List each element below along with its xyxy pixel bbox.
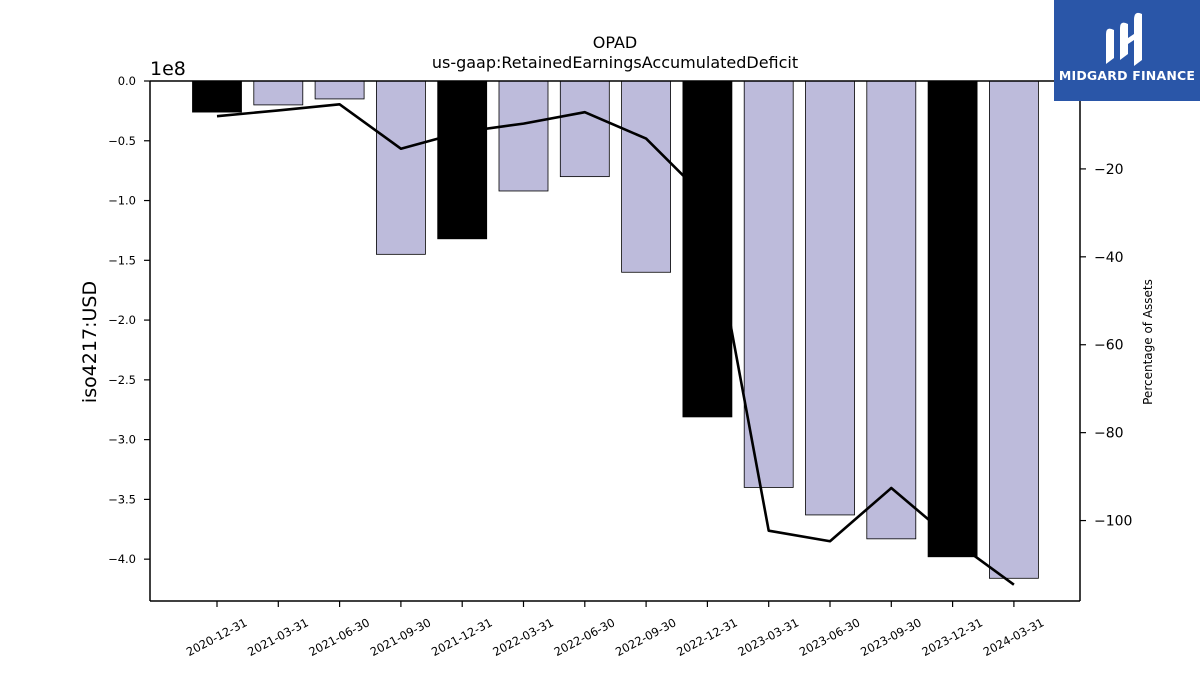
x-tick-label: 2023-03-31 <box>736 615 802 659</box>
y2-tick-label: −40 <box>1094 250 1124 266</box>
bar-2022-12-31 <box>682 80 733 418</box>
bar-2023-06-30 <box>805 80 855 516</box>
bar-2021-09-30 <box>375 80 426 255</box>
x-tick-label: 2022-03-31 <box>490 615 556 659</box>
y-tick-label: −2.5 <box>108 373 136 387</box>
chart-subtitle: us-gaap:RetainedEarningsAccumulatedDefic… <box>432 53 798 72</box>
x-tick-label: 2021-03-31 <box>245 615 311 659</box>
x-tick-label: 2022-06-30 <box>552 615 618 659</box>
y-tick-label: −1.0 <box>108 194 136 208</box>
line-series <box>216 102 1015 586</box>
x-tick-label: 2022-12-31 <box>674 615 740 659</box>
y-offset-label: 1e8 <box>150 58 186 80</box>
x-tick-label: 2024-03-31 <box>981 615 1047 659</box>
y2-tick-label: −100 <box>1094 514 1132 530</box>
y-tick-label: −3.5 <box>108 492 136 506</box>
x-tick-label: 2023-06-30 <box>797 615 863 659</box>
x-tick-label: 2023-12-31 <box>919 615 985 659</box>
chart-title: OPAD <box>593 33 637 52</box>
y-tick-label: −4.0 <box>108 552 136 566</box>
bar-2023-12-31 <box>927 80 978 558</box>
bar-2021-06-30 <box>314 80 365 100</box>
y2-axis-label: Percentage of Assets <box>1141 279 1155 405</box>
x-tick-label: 2021-09-30 <box>368 615 434 659</box>
bar-2022-03-31 <box>498 80 549 192</box>
chart-title-group: OPAD us-gaap:RetainedEarningsAccumulated… <box>432 33 798 72</box>
x-tick-label: 2021-12-31 <box>429 615 495 659</box>
y2-tick-label: −60 <box>1094 338 1124 354</box>
x-tick-label: 2020-12-31 <box>184 615 250 659</box>
percentage-line <box>216 102 1015 586</box>
y-tick-label: −3.0 <box>108 433 136 447</box>
bar-2020-12-31 <box>192 80 242 113</box>
bar-2023-09-30 <box>866 80 917 540</box>
bar-2022-09-30 <box>621 80 671 273</box>
y-tick-label: −0.5 <box>108 134 136 148</box>
y-tick-label: 0.0 <box>118 74 136 88</box>
y2-tick-label: −20 <box>1094 162 1124 178</box>
bar-2021-12-31 <box>437 80 488 240</box>
bar-series <box>192 80 1039 579</box>
x-tick-label: 2022-09-30 <box>613 615 679 659</box>
y-axis-label: iso4217:USD <box>79 281 101 403</box>
y-tick-label: −1.5 <box>108 253 136 267</box>
bar-2023-03-31 <box>743 80 794 488</box>
bar-2024-03-31 <box>989 80 1039 579</box>
axes: 0.0 −0.5 −1.0 −1.5 −2.0 −2.5 −3.0 −3.5 −4.0 −20 −4… <box>108 74 1132 659</box>
midgard-finance-logo: MIDGARD FINANCE <box>1054 0 1200 101</box>
x-tick-label: 2023-09-30 <box>858 615 924 659</box>
logo-text: MIDGARD FINANCE <box>1058 68 1196 83</box>
y2-tick-label: −80 <box>1094 426 1124 442</box>
logo-mark-icon <box>1106 12 1142 66</box>
x-tick-label: 2021-06-30 <box>306 615 372 659</box>
y-tick-label: −2.0 <box>108 313 136 327</box>
bar-2021-03-31 <box>253 80 304 106</box>
bar-2022-06-30 <box>559 80 610 178</box>
